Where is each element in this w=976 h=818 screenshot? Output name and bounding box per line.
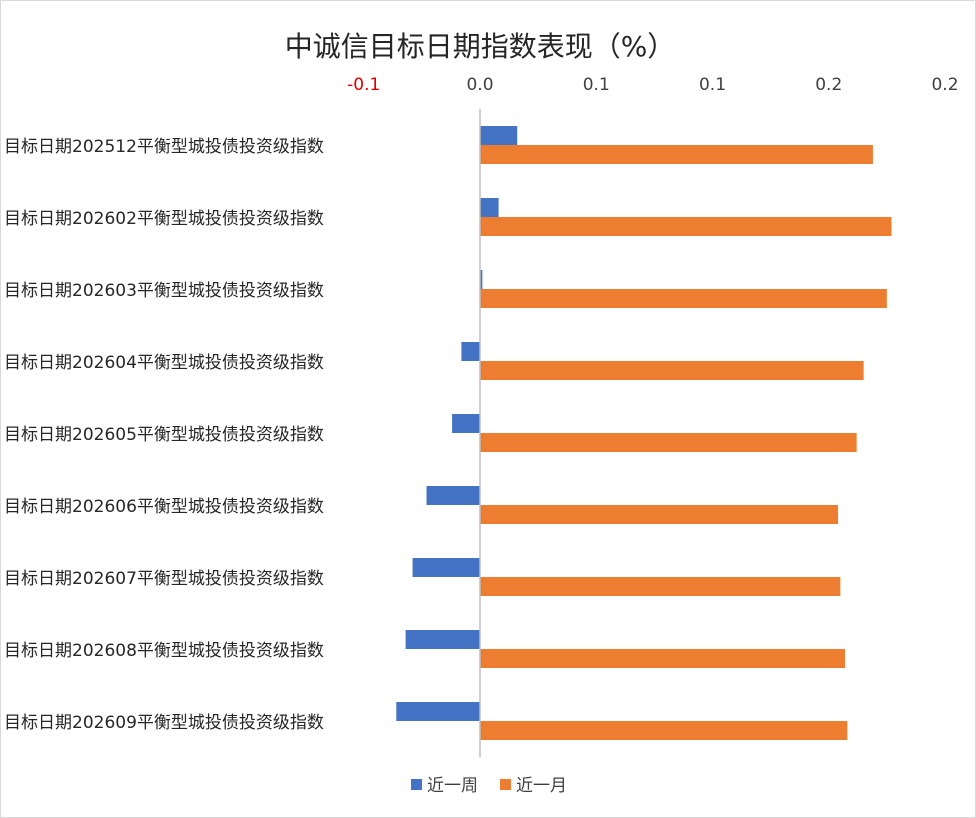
bar-month bbox=[480, 433, 857, 452]
x-axis-ticks: -0.1 0.0 0.1 0.1 0.2 0.2 bbox=[347, 75, 958, 95]
category-labels: 目标日期202512平衡型城投债投资级指数目标日期202602平衡型城投债投资级… bbox=[4, 137, 324, 733]
category-label: 目标日期202606平衡型城投债投资级指数 bbox=[4, 497, 324, 517]
bars bbox=[396, 126, 892, 740]
bar-week bbox=[461, 342, 480, 361]
category-label: 目标日期202604平衡型城投债投资级指数 bbox=[4, 353, 324, 373]
category-label: 目标日期202603平衡型城投债投资级指数 bbox=[4, 281, 324, 301]
bar-month bbox=[480, 289, 887, 308]
x-tick-label: 0.1 bbox=[583, 75, 610, 95]
bar-week bbox=[426, 486, 480, 505]
bar-week bbox=[480, 270, 483, 289]
x-tick-label: 0.0 bbox=[466, 75, 493, 95]
bar-month bbox=[480, 217, 892, 236]
x-tick-label: 0.2 bbox=[815, 75, 842, 95]
legend-label: 近一周 bbox=[427, 776, 478, 796]
category-label: 目标日期202607平衡型城投债投资级指数 bbox=[4, 569, 324, 589]
bar-week bbox=[480, 198, 499, 217]
legend: 近一周 近一月 bbox=[411, 776, 567, 796]
bar-month bbox=[480, 145, 873, 164]
bar-week bbox=[396, 702, 480, 721]
category-label: 目标日期202605平衡型城投债投资级指数 bbox=[4, 425, 324, 445]
legend-swatch bbox=[500, 779, 511, 790]
bar-month bbox=[480, 505, 839, 524]
bar-month bbox=[480, 649, 846, 668]
bar-week bbox=[452, 414, 480, 433]
category-label: 目标日期202602平衡型城投债投资级指数 bbox=[4, 209, 324, 229]
chart-title: 中诚信目标日期指数表现（%） bbox=[285, 30, 676, 63]
x-tick-label: 0.1 bbox=[699, 75, 726, 95]
bar-month bbox=[480, 577, 841, 596]
bar-month bbox=[480, 361, 864, 380]
x-tick-label: -0.1 bbox=[347, 75, 380, 95]
legend-swatch bbox=[411, 779, 422, 790]
bar-week bbox=[480, 126, 518, 145]
x-tick-label: 0.2 bbox=[931, 75, 958, 95]
bar-month bbox=[480, 721, 848, 740]
bar-week bbox=[412, 558, 480, 577]
category-label: 目标日期202609平衡型城投债投资级指数 bbox=[4, 713, 324, 733]
category-label: 目标日期202608平衡型城投债投资级指数 bbox=[4, 641, 324, 661]
legend-label: 近一月 bbox=[516, 776, 567, 796]
category-label: 目标日期202512平衡型城投债投资级指数 bbox=[4, 137, 324, 157]
bar-week bbox=[405, 630, 480, 649]
